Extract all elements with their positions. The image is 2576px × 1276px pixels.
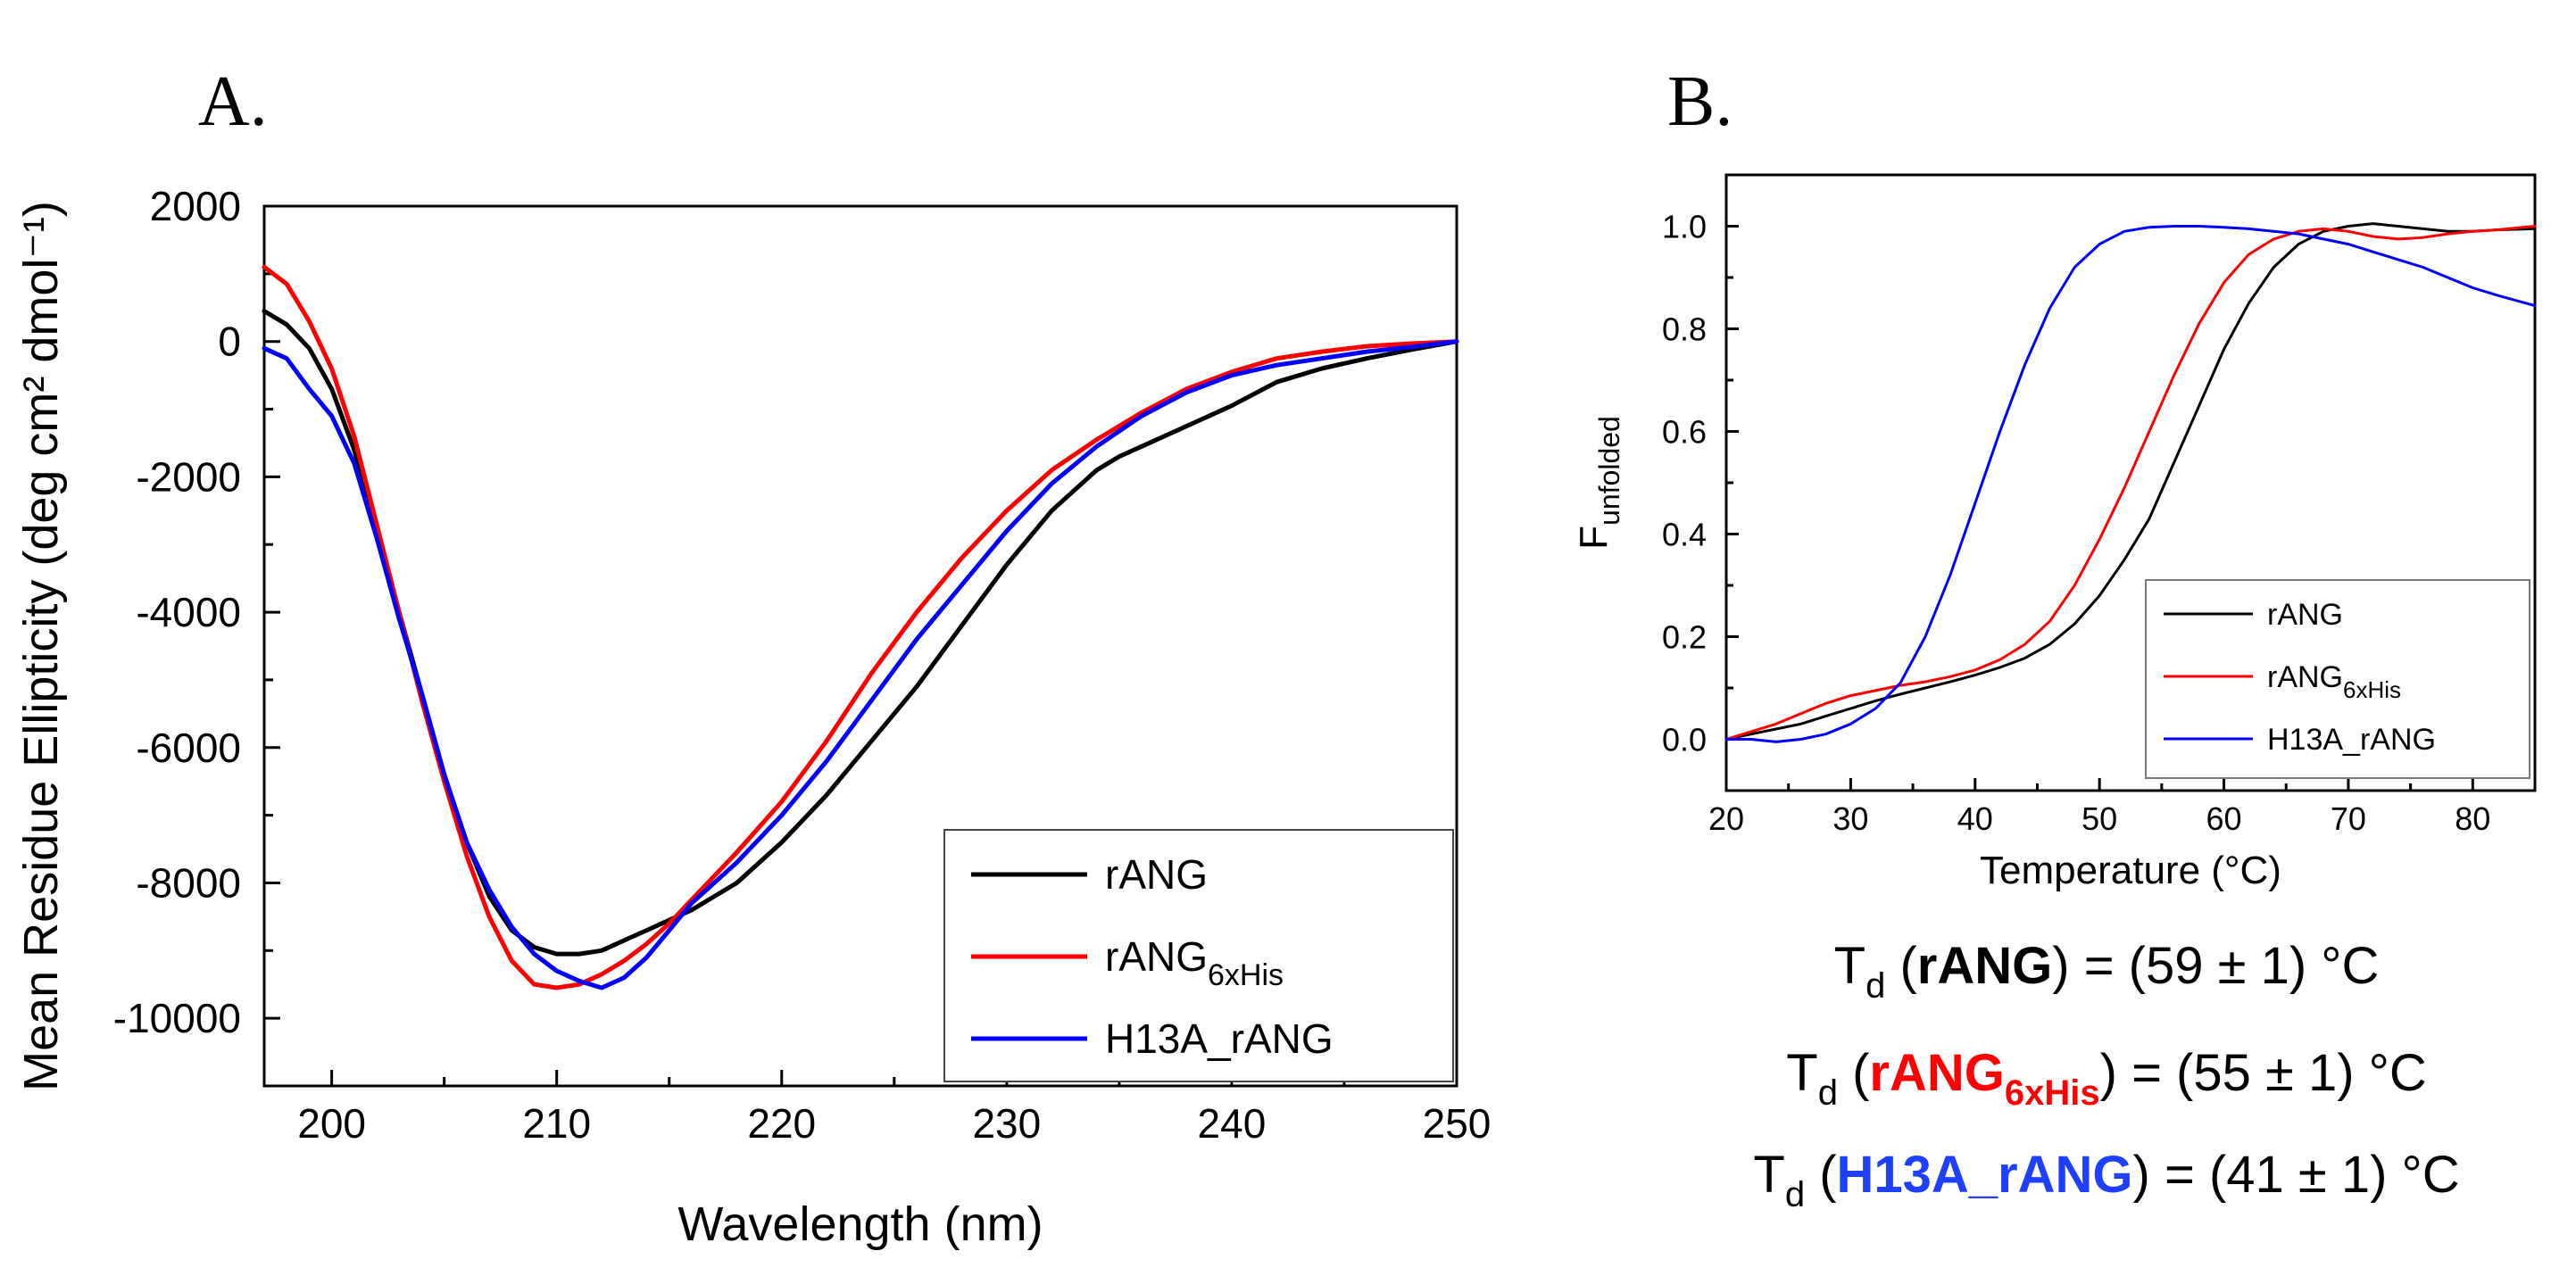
x-axis-title-b: Temperature (°C) (1980, 849, 2281, 892)
td-protein-name: H13A_rANG (1837, 1146, 2133, 1204)
plot-b-ticks: 20 30 40 50 60 70 80 0.0 0.2 0.4 0.6 0.8 1.0 (1662, 209, 2490, 838)
x-tick-label: 80 (2455, 800, 2490, 837)
td-value: = (41 ± 1) °C (2150, 1146, 2460, 1204)
y-axis-title-b: Funfolded (1572, 416, 1625, 550)
x-tick-label: 40 (1957, 800, 1993, 837)
panel-b-label: B. (1667, 62, 1733, 141)
td-protein-name: rANG (1917, 937, 2052, 995)
x-tick-label: 20 (1708, 800, 1744, 837)
plot-b-series (1724, 222, 2537, 743)
y-tick-label: -6000 (136, 725, 241, 771)
td-result-rang6xhis: Td (rANG6xHis) = (55 ± 1) °C (1786, 1044, 2426, 1113)
plot-a-series (262, 264, 1459, 990)
td-close: ) (2052, 937, 2069, 995)
x-tick-label: 210 (522, 1100, 591, 1147)
y-axis-title-a: Mean Residue Ellipticity (deg cm² dmol⁻¹… (14, 201, 68, 1091)
td-result-rang: Td (rANG) = (59 ± 1) °C (1834, 937, 2380, 1006)
td-results: Td (rANG) = (59 ± 1) °C Td (rANG6xHis) =… (1753, 937, 2459, 1214)
y-tick-label: 0.2 (1662, 619, 1707, 656)
y-tick-label: -10000 (113, 995, 241, 1041)
x-tick-label: 230 (972, 1100, 1041, 1147)
legend-a-label-rang6xhis-main: rANG (1105, 933, 1208, 980)
series-line-rang (1724, 222, 2537, 741)
y-tick-label: -8000 (136, 859, 241, 906)
td-close: ) (2100, 1044, 2117, 1102)
td-open: ( (1805, 1146, 1836, 1204)
td-open: ( (1838, 1044, 1869, 1102)
x-tick-label: 50 (2082, 800, 2117, 837)
plot-a-frame (262, 204, 1458, 1088)
td-prefix-sub: d (1785, 1175, 1805, 1214)
legend-a: rANG rANG6xHis H13A_rANG (943, 829, 1454, 1082)
x-tick-label: 30 (1832, 800, 1868, 837)
cd-spectrum-chart: 200 210 220 230 240 250 -10000 -8000 -6000 -4000 -… (14, 183, 1491, 1251)
legend-b-label-rang6xhis-sub: 6xHis (2343, 676, 2401, 703)
legend-b: rANG rANG6xHis H13A_rANG (2145, 579, 2530, 779)
y-tick-label: 0.0 (1662, 722, 1707, 758)
td-prefix-sub: d (1818, 1073, 1838, 1113)
x-tick-label: 250 (1423, 1100, 1492, 1147)
td-protein-sub: 6xHis (2005, 1073, 2100, 1113)
legend-b-label-rang6xhis: rANG6xHis (2267, 660, 2401, 703)
legend-a-label-rang6xhis-sub: 6xHis (1208, 958, 1284, 992)
svg-text:Funfolded: Funfolded (1572, 416, 1625, 550)
y-tick-label: 0 (218, 319, 241, 365)
td-value: = (55 ± 1) °C (2117, 1044, 2427, 1102)
legend-a-label-ranG: rANG (1105, 851, 1208, 898)
series-line-h13a-rang (1724, 225, 2537, 743)
legend-b-label-h13a: H13A_rANG (2267, 723, 2436, 757)
thermal-unfolding-chart: 20 30 40 50 60 70 80 0.0 0.2 0.4 0.6 0.8 1.0 Tempera… (1572, 173, 2537, 892)
td-value: = (59 ± 1) °C (2070, 937, 2380, 995)
y-axis-title-b-sub: unfolded (1593, 416, 1625, 526)
y-tick-label: -4000 (136, 589, 241, 635)
y-axis-title-b-main: F (1572, 526, 1616, 550)
x-tick-label: 200 (297, 1100, 366, 1147)
td-prefix: T (1834, 937, 1866, 995)
panel-a-label: A. (198, 62, 268, 141)
legend-a-label-rang6xhis: rANG6xHis (1105, 933, 1284, 992)
td-open: ( (1885, 937, 1916, 995)
y-tick-label: 1.0 (1662, 209, 1707, 245)
x-tick-label: 60 (2206, 800, 2242, 837)
x-axis-title-a: Wavelength (nm) (677, 1197, 1043, 1251)
y-tick-label: -2000 (136, 453, 241, 500)
x-tick-label: 240 (1198, 1100, 1267, 1147)
td-result-h13a: Td (H13A_rANG) = (41 ± 1) °C (1753, 1146, 2459, 1214)
y-tick-label: 2000 (150, 183, 241, 229)
plot-a-ticks: 200 210 220 230 240 250 -10000 -8000 -6000 -4000 -… (113, 183, 1492, 1147)
legend-b-label-rang: rANG (2267, 598, 2343, 632)
td-close: ) (2133, 1146, 2150, 1204)
td-prefix: T (1753, 1146, 1784, 1204)
series-line-h13a-rang (262, 339, 1459, 990)
legend-b-label-rang6xhis-main: rANG (2267, 660, 2343, 694)
td-protein-name: rANG (1869, 1044, 2004, 1102)
y-tick-label: 0.8 (1662, 311, 1707, 348)
legend-a-label-h13a: H13A_rANG (1105, 1015, 1334, 1062)
y-tick-label: 0.6 (1662, 414, 1707, 451)
td-prefix-sub: d (1866, 966, 1885, 1006)
y-tick-label: 0.4 (1662, 517, 1707, 553)
x-tick-label: 220 (747, 1100, 816, 1147)
td-prefix: T (1786, 1044, 1817, 1102)
series-line-rang6xhis (1724, 225, 2537, 741)
x-tick-label: 70 (2331, 800, 2366, 837)
